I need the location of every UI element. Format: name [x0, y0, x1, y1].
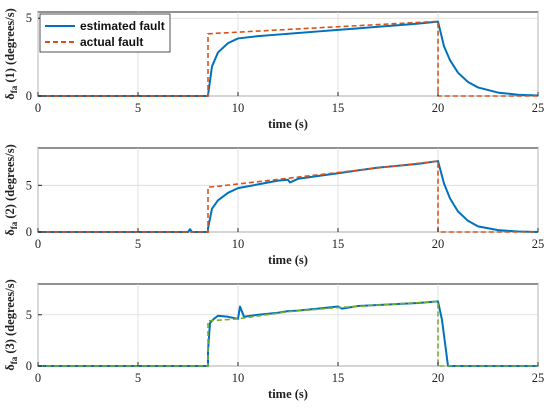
- y-axis-label-1: δfa (1) (degrees/s): [3, 8, 19, 100]
- legend-label-estimated: estimated fault: [80, 19, 165, 33]
- subplot-2: 0 5 10 15 20 25 05 time (s) δfa (2) (degrees/…: [3, 144, 544, 267]
- y-axis-label-3: δfa (3) (degrees/s): [3, 279, 19, 371]
- x-tick-label: 15: [332, 237, 345, 251]
- y-tick-label: 0: [26, 359, 32, 373]
- x-tick-label: 0: [35, 237, 41, 251]
- x-tick-label: 20: [432, 371, 445, 385]
- x-tick-label: 25: [532, 237, 545, 251]
- x-tick-label: 5: [135, 237, 141, 251]
- series-line-estimated-fault: [38, 160, 539, 233]
- series-group-2: [38, 160, 539, 233]
- x-tick-label: 20: [432, 237, 445, 251]
- x-axis-label-2: time (s): [268, 253, 308, 267]
- x-tick-label: 20: [432, 101, 445, 115]
- y-ticks-2: 05: [26, 178, 42, 239]
- x-tick-label: 15: [332, 101, 345, 115]
- legend-box: [39, 13, 171, 53]
- x-tick-label: 10: [232, 371, 245, 385]
- y-axis-label-2: δfa (2) (degrees/s): [3, 144, 19, 236]
- series-group-1: [38, 20, 539, 97]
- x-axis-label-3: time (s): [268, 387, 308, 401]
- x-tick-label: 5: [135, 101, 141, 115]
- legend-label-actual: actual fault: [80, 35, 143, 49]
- plot-area-2: [37, 147, 539, 233]
- x-ticks-1: 0 5 10 15 20 25: [35, 92, 544, 115]
- x-tick-label: 15: [332, 371, 345, 385]
- subplot-3: 0 5 10 15 20 25 05 time (s) δfa (3) (degrees/…: [3, 279, 544, 401]
- series-line-actual-fault: [38, 160, 538, 233]
- plot-area-3: [37, 283, 539, 367]
- legend: estimated fault actual fault: [39, 13, 171, 53]
- x-ticks-3: 0 5 10 15 20 25: [35, 362, 544, 385]
- y-tick-label: 5: [26, 308, 32, 322]
- x-tick-label: 0: [35, 101, 41, 115]
- x-ticks-2: 0 5 10 15 20 25: [35, 228, 544, 251]
- x-tick-label: 0: [35, 371, 41, 385]
- series-line-actual-fault: [38, 20, 538, 97]
- x-tick-label: 25: [532, 371, 545, 385]
- y-tick-label: 5: [26, 178, 32, 192]
- x-tick-label: 25: [532, 101, 545, 115]
- series-group-3: [38, 300, 538, 367]
- y-tick-label: 5: [26, 11, 32, 25]
- x-tick-label: 5: [135, 371, 141, 385]
- y-ticks-3: 05: [26, 308, 42, 373]
- x-tick-label: 10: [232, 237, 245, 251]
- x-tick-label: 10: [232, 101, 245, 115]
- series-line-actual-fault: [38, 300, 538, 367]
- x-axis-label-1: time (s): [268, 117, 308, 131]
- subplot-1: 0 5 10 15 20 25 0 5 time (s) δfa (1) (degrees/…: [3, 8, 544, 131]
- y-tick-label: 0: [26, 89, 32, 103]
- series-line-estimated-fault: [38, 20, 539, 97]
- y-tick-label: 0: [26, 225, 32, 239]
